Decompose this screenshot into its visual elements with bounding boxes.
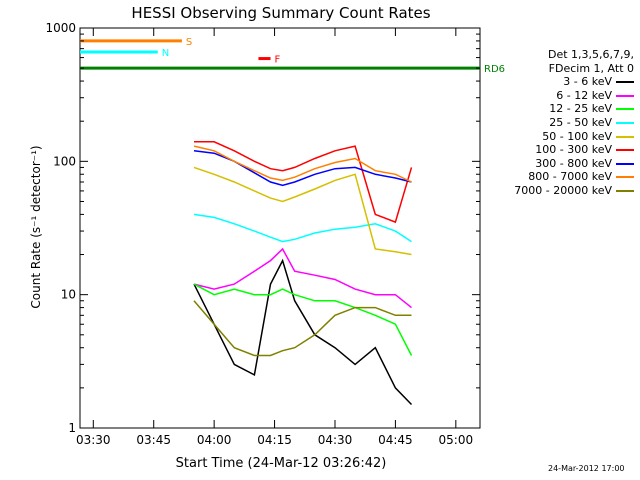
legend-swatch xyxy=(616,189,634,192)
legend-item-label: 6 - 12 keV xyxy=(556,88,612,102)
legend-item: 25 - 50 keV xyxy=(478,116,634,130)
y-tick-label: 100 xyxy=(53,154,76,168)
legend: Det 1,3,5,6,7,9, FDecim 1, Att 0 3 - 6 k… xyxy=(478,48,634,198)
series-line-5 xyxy=(193,166,412,256)
legend-item-label: 3 - 6 keV xyxy=(563,75,612,89)
legend-item-label: 300 - 800 keV xyxy=(535,156,612,170)
legend-item-label: 50 - 100 keV xyxy=(542,129,612,143)
flag-label-f: F xyxy=(275,55,281,66)
legend-swatch xyxy=(616,121,634,124)
flag-label-s: S xyxy=(186,37,192,48)
legend-swatch xyxy=(616,135,634,138)
legend-item: 800 - 7000 keV xyxy=(478,170,634,184)
flag-label-rd6: RD6 xyxy=(484,64,505,75)
legend-item-label: 800 - 7000 keV xyxy=(528,170,612,184)
series-line-6 xyxy=(194,141,413,224)
y-tick-label: 1000 xyxy=(45,21,76,35)
legend-item: 7000 - 20000 keV xyxy=(478,184,634,198)
legend-item: 50 - 100 keV xyxy=(478,130,634,144)
legend-item: 100 - 300 keV xyxy=(478,143,634,157)
x-tick-label: 04:30 xyxy=(318,433,353,447)
legend-swatch xyxy=(616,94,634,97)
legend-item: 300 - 800 keV xyxy=(478,157,634,171)
x-tick-label: 04:45 xyxy=(378,433,413,447)
x-tick-label: 03:45 xyxy=(136,433,171,447)
legend-item-label: 7000 - 20000 keV xyxy=(514,183,612,197)
legend-header-line: FDecim 1, Att 0 xyxy=(548,61,634,75)
legend-item-label: 25 - 50 keV xyxy=(549,115,612,129)
legend-header-line: Det 1,3,5,6,7,9, xyxy=(547,48,634,61)
series-line-2 xyxy=(193,247,412,309)
legend-swatch xyxy=(616,176,634,179)
legend-swatch xyxy=(616,162,634,165)
legend-item: 6 - 12 keV xyxy=(478,89,634,103)
series-line-4 xyxy=(193,213,412,243)
y-tick-label: 1 xyxy=(68,421,76,435)
legend-item-label: 12 - 25 keV xyxy=(549,102,612,116)
x-tick-label: 05:00 xyxy=(439,433,474,447)
plot-frame xyxy=(79,27,481,429)
series-line-7 xyxy=(193,150,412,187)
legend-item: 3 - 6 keV xyxy=(478,75,634,89)
legend-swatch xyxy=(616,81,634,84)
legend-swatch xyxy=(616,149,634,152)
legend-item-label: 100 - 300 keV xyxy=(535,143,612,157)
series-line-8 xyxy=(193,145,412,183)
chart-title: HESSI Observing Summary Count Rates xyxy=(131,4,430,22)
footer-date: 24-Mar-2012 17:00 xyxy=(548,464,625,473)
flag-label-n: N xyxy=(162,48,169,59)
series-line-3 xyxy=(193,283,413,356)
legend-item: 12 - 25 keV xyxy=(478,102,634,116)
series-line-1 xyxy=(193,258,413,406)
x-axis-label: Start Time (24-Mar-12 03:26:42) xyxy=(176,456,387,471)
y-axis-label: Count Rate (s⁻¹ detector⁻¹) xyxy=(29,145,43,308)
y-tick-label: 10 xyxy=(61,288,76,302)
x-tick-label: 04:00 xyxy=(197,433,232,447)
x-tick-label: 03:30 xyxy=(76,433,111,447)
x-tick-label: 04:15 xyxy=(257,433,292,447)
plot-area: S N RD6 F 03:30 03:45 04:00 04:15 04:30 04:45 05:0… xyxy=(45,21,505,447)
series-line-9 xyxy=(193,300,412,357)
legend-swatch xyxy=(616,108,634,111)
